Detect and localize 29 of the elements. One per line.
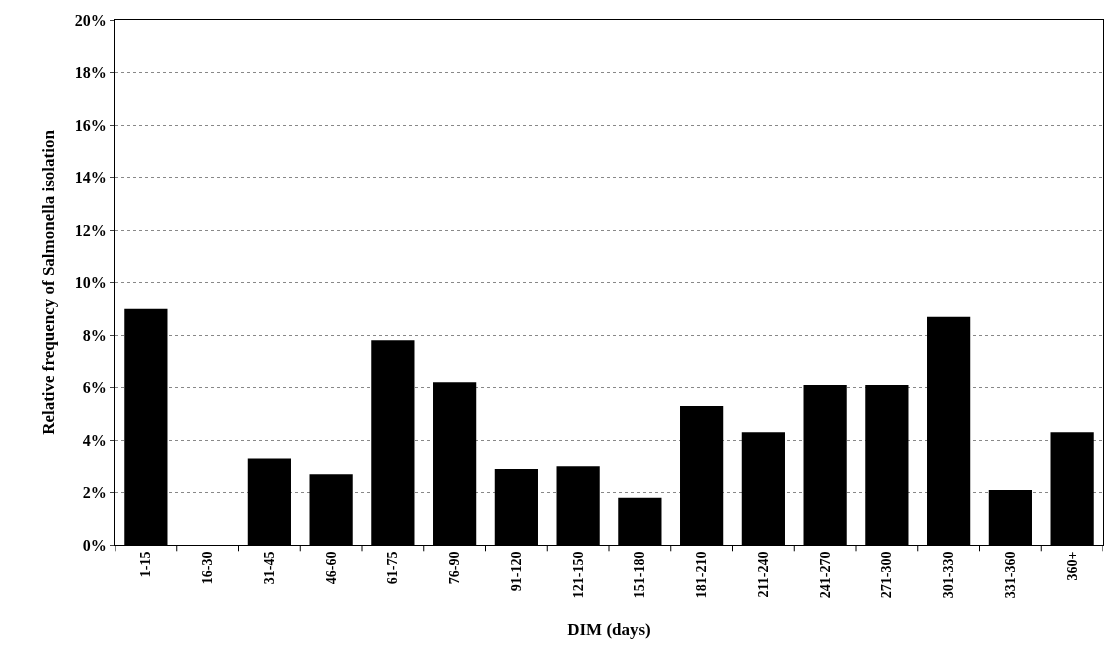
- x-tick-label: 46-60: [323, 551, 339, 585]
- x-tick-label: 76-90: [447, 551, 463, 585]
- x-tick-label: 61-75: [385, 551, 401, 585]
- y-tick-label: 0%: [82, 536, 107, 554]
- x-tick-label: 151-180: [632, 551, 648, 599]
- y-tick-label: 20%: [74, 11, 107, 29]
- x-tick-label: 31-45: [261, 551, 277, 585]
- x-tick-label: 301-330: [941, 551, 957, 599]
- x-tick-label: 271-300: [879, 551, 895, 599]
- y-tick-label: 10%: [74, 274, 107, 292]
- x-tick-label: 1-15: [138, 551, 154, 578]
- y-tick-label: 14%: [74, 169, 107, 187]
- y-tick-label: 18%: [74, 64, 107, 82]
- y-axis-title: Relative frequency of Salmonella isolation: [39, 129, 59, 435]
- x-tick-label: 16-30: [200, 551, 216, 585]
- x-tick-label: 91-120: [508, 551, 524, 592]
- x-tick-label: 241-270: [817, 551, 833, 599]
- y-tick-label: 2%: [82, 484, 107, 502]
- y-tick-label: 16%: [74, 116, 107, 134]
- y-tick-label: 8%: [82, 326, 107, 344]
- x-tick-label: 360+: [1064, 551, 1080, 581]
- x-tick-label: 331-360: [1002, 551, 1018, 599]
- x-axis-title: DIM (days): [567, 619, 651, 639]
- y-tick-label: 12%: [74, 221, 107, 239]
- y-tick-label: 4%: [82, 431, 107, 449]
- x-tick-label: 121-150: [570, 551, 586, 599]
- x-tick-label: 211-240: [755, 551, 771, 598]
- x-tick-label: 181-210: [694, 551, 710, 599]
- y-tick-label: 6%: [82, 379, 107, 397]
